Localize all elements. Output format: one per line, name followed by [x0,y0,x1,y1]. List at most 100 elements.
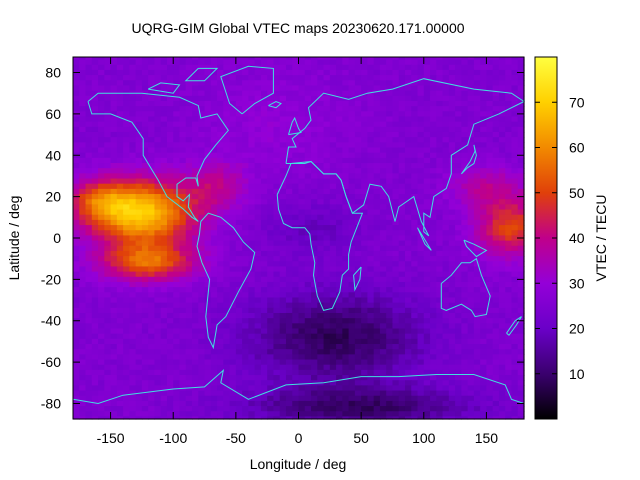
vtec-cell [342,364,350,371]
vtec-cell [135,297,143,304]
vtec-cell [373,240,381,247]
vtec-cell [160,219,168,226]
vtec-cell [486,400,494,407]
vtec-cell [273,90,281,97]
vtec-cell [254,287,262,293]
vtec-cell [461,121,469,128]
vtec-cell [279,338,287,345]
vtec-cell [273,121,281,128]
vtec-cell [386,318,394,324]
vtec-cell [85,111,93,118]
vtec-cell [116,276,124,283]
vtec-cell [91,385,99,392]
vtec-cell [398,131,406,138]
vtec-cell [73,344,80,350]
vtec-cell [229,163,237,169]
vtec-cell [348,147,356,154]
vtec-cell [323,209,331,216]
vtec-cell [323,307,331,314]
vtec-cell [217,287,224,293]
vtec-cell [210,261,218,268]
vtec-cell [229,188,237,195]
vtec-cell [141,281,149,288]
vtec-cell [260,69,268,76]
vtec-cell [173,199,181,205]
vtec-cell [116,261,124,268]
vtec-cell [204,100,212,107]
vtec-cell [473,375,481,381]
vtec-cell [392,318,400,324]
vtec-cell [248,250,256,257]
vtec-cell [179,225,187,231]
vtec-cell [473,152,481,159]
vtec-cell [323,240,331,247]
vtec-cell [273,59,281,66]
vtec-cell [517,395,525,402]
vtec-cell [292,163,300,169]
vtec-cell [267,276,275,283]
vtec-cell [173,240,181,247]
vtec-cell [480,318,488,324]
vtec-cell [285,152,293,159]
vtec-cell [85,57,93,61]
vtec-cell [116,250,124,257]
vtec-cell [148,354,156,361]
vtec-cell [135,194,143,200]
vtec-cell [204,400,212,407]
vtec-cell [455,106,462,112]
vtec-cell [473,359,481,366]
vtec-cell [223,80,231,87]
vtec-cell [185,406,193,412]
vtec-cell [398,369,406,376]
vtec-cell [323,276,331,283]
vtec-cell [442,126,450,133]
vtec-cell [248,276,256,283]
vtec-cell [235,214,243,221]
vtec-cell [104,318,112,324]
vtec-cell [311,235,318,242]
vtec-cell [154,173,162,180]
vtec-cell [79,168,87,174]
vtec-cell [448,297,456,304]
vtec-cell [423,276,431,283]
vtec-cell [336,400,343,407]
vtec-cell [129,354,137,361]
vtec-cell [323,390,331,397]
vtec-cell [423,256,431,262]
vtec-cell [185,142,193,149]
vtec-cell [373,209,381,216]
vtec-cell [248,281,256,288]
vtec-cell [361,85,368,92]
vtec-cell [492,100,500,107]
vtec-cell [329,59,337,66]
vtec-cell [116,214,124,221]
vtec-cell [204,126,212,133]
vtec-cell [154,75,162,81]
vtec-cell [329,333,337,340]
vtec-cell [210,364,218,371]
vtec-cell [160,266,168,273]
vtec-cell [260,266,268,273]
vtec-cell [198,375,206,381]
vtec-cell [135,157,143,164]
vtec-cell [116,338,124,345]
vtec-cell [273,183,281,190]
vtec-cell [248,90,256,97]
vtec-cell [323,271,331,278]
vtec-cell [260,90,268,97]
vtec-cell [505,111,513,118]
vtec-cell [298,199,306,205]
vtec-cell [229,126,237,133]
vtec-cell [461,157,469,164]
vtec-cell [404,323,412,330]
vtec-cell [417,111,425,118]
vtec-cell [204,147,212,154]
vtec-cell [160,157,168,164]
vtec-cell [104,100,112,107]
vtec-cell [461,385,469,392]
vtec-cell [160,137,168,143]
vtec-cell [411,318,419,324]
vtec-cell [173,281,181,288]
vtec-cell [430,400,437,407]
vtec-cell [235,168,243,174]
